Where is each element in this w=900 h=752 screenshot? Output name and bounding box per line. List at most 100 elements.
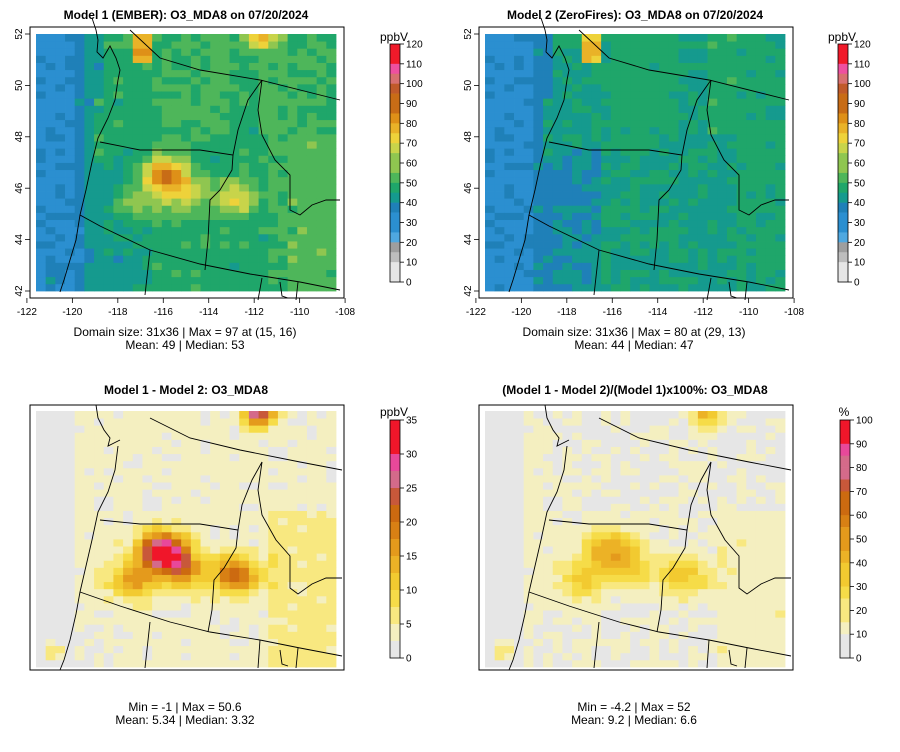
heatmap-cell	[113, 418, 124, 426]
heatmap-cell	[610, 539, 621, 547]
heatmap-cell	[219, 603, 230, 611]
heatmap-cell	[248, 198, 259, 206]
heatmap-cell	[639, 98, 650, 106]
heatmap-cell	[572, 69, 583, 78]
heatmap-cell	[552, 467, 563, 476]
heatmap-cell	[630, 517, 641, 526]
heatmap-cell	[572, 205, 583, 213]
heatmap-cell	[287, 467, 298, 476]
heatmap-cell	[248, 546, 259, 554]
heatmap-cell	[726, 112, 738, 121]
colorbar-swatch	[838, 242, 848, 253]
heatmap-cell	[94, 183, 105, 192]
heatmap-cell	[678, 467, 689, 476]
heatmap-cell	[219, 489, 230, 497]
heatmap-cell	[277, 119, 289, 128]
heatmap-cell	[707, 418, 718, 426]
heatmap-cell	[562, 638, 573, 647]
heatmap-cell	[591, 460, 602, 469]
heatmap-cell	[229, 98, 240, 106]
heatmap-cell	[113, 581, 124, 590]
heatmap-cell	[543, 133, 554, 142]
heatmap-cell	[239, 176, 250, 185]
colorbar-swatch	[838, 252, 848, 263]
heatmap-cell	[717, 269, 728, 278]
heatmap-cell	[94, 176, 105, 185]
heatmap-cell	[171, 574, 182, 583]
heatmap-cell	[601, 69, 612, 78]
heatmap-cell	[620, 418, 631, 426]
heatmap-cell	[630, 69, 641, 78]
heatmap-cell	[132, 76, 143, 85]
heatmap-cell	[45, 517, 56, 526]
heatmap-cell	[630, 595, 641, 604]
heatmap-cell	[639, 34, 650, 42]
heatmap-cell	[248, 496, 259, 504]
heatmap-cell	[504, 610, 515, 618]
heatmap-cell	[123, 169, 134, 178]
heatmap-cell	[171, 624, 182, 632]
heatmap-cell	[514, 98, 525, 106]
heatmap-cell	[200, 169, 211, 178]
heatmap-cell	[620, 425, 631, 433]
heatmap-cell	[103, 119, 114, 128]
heatmap-cell	[746, 91, 757, 99]
heatmap-cell	[123, 198, 134, 206]
heatmap-cell	[678, 411, 689, 419]
heatmap-cell	[649, 475, 660, 483]
heatmap-cell	[161, 574, 172, 583]
heatmap-cell	[55, 475, 66, 483]
heatmap-cell	[190, 439, 201, 447]
heatmap-cell	[65, 453, 76, 462]
heatmap-cell	[219, 617, 230, 625]
heatmap-cell	[103, 283, 114, 292]
heatmap-cell	[152, 176, 163, 185]
heatmap-cell	[707, 581, 718, 590]
heatmap-cell	[504, 460, 515, 469]
heatmap-cell	[620, 517, 631, 526]
heatmap-cell	[74, 631, 85, 639]
heatmap-cell	[543, 98, 554, 106]
heatmap-cell	[668, 624, 679, 632]
heatmap-cell	[326, 141, 337, 149]
heatmap-cell	[161, 517, 172, 526]
heatmap-cell	[297, 55, 308, 63]
heatmap-cell	[94, 262, 105, 270]
heatmap-cell	[610, 233, 621, 242]
heatmap-cell	[552, 489, 563, 497]
heatmap-cell	[161, 226, 172, 235]
heatmap-cell	[316, 119, 327, 128]
heatmap-cell	[65, 226, 76, 235]
heatmap-cell	[523, 446, 534, 455]
heatmap-cell	[239, 248, 250, 256]
heatmap-cell	[55, 531, 66, 540]
heatmap-cell	[65, 62, 76, 71]
heatmap-cell	[736, 55, 747, 63]
heatmap-cell	[668, 531, 679, 540]
heatmap-cell	[659, 226, 670, 235]
heatmap-cell	[494, 503, 505, 511]
heatmap-cell	[668, 446, 679, 455]
heatmap-cell	[620, 226, 631, 235]
heatmap-cell	[210, 588, 221, 597]
heatmap-cell	[229, 560, 240, 568]
heatmap-cell	[152, 69, 163, 78]
heatmap-cell	[649, 531, 660, 540]
heatmap-cell	[171, 91, 182, 99]
heatmap-cell	[316, 126, 327, 135]
heatmap-cell	[65, 531, 76, 540]
heatmap-cell	[36, 603, 47, 611]
heatmap-cell	[268, 55, 279, 63]
heatmap-cell	[736, 91, 747, 99]
heatmap-cell	[707, 638, 718, 647]
heatmap-cell	[74, 489, 85, 497]
heatmap-cell	[678, 219, 689, 228]
heatmap-cell	[572, 617, 583, 625]
heatmap-cell	[239, 241, 250, 249]
heatmap-cell	[659, 510, 670, 519]
heatmap-cell	[485, 574, 496, 583]
heatmap-cell	[523, 595, 534, 604]
heatmap-cell	[287, 624, 298, 632]
heatmap-cell	[171, 248, 182, 256]
heatmap-cell	[533, 482, 544, 490]
